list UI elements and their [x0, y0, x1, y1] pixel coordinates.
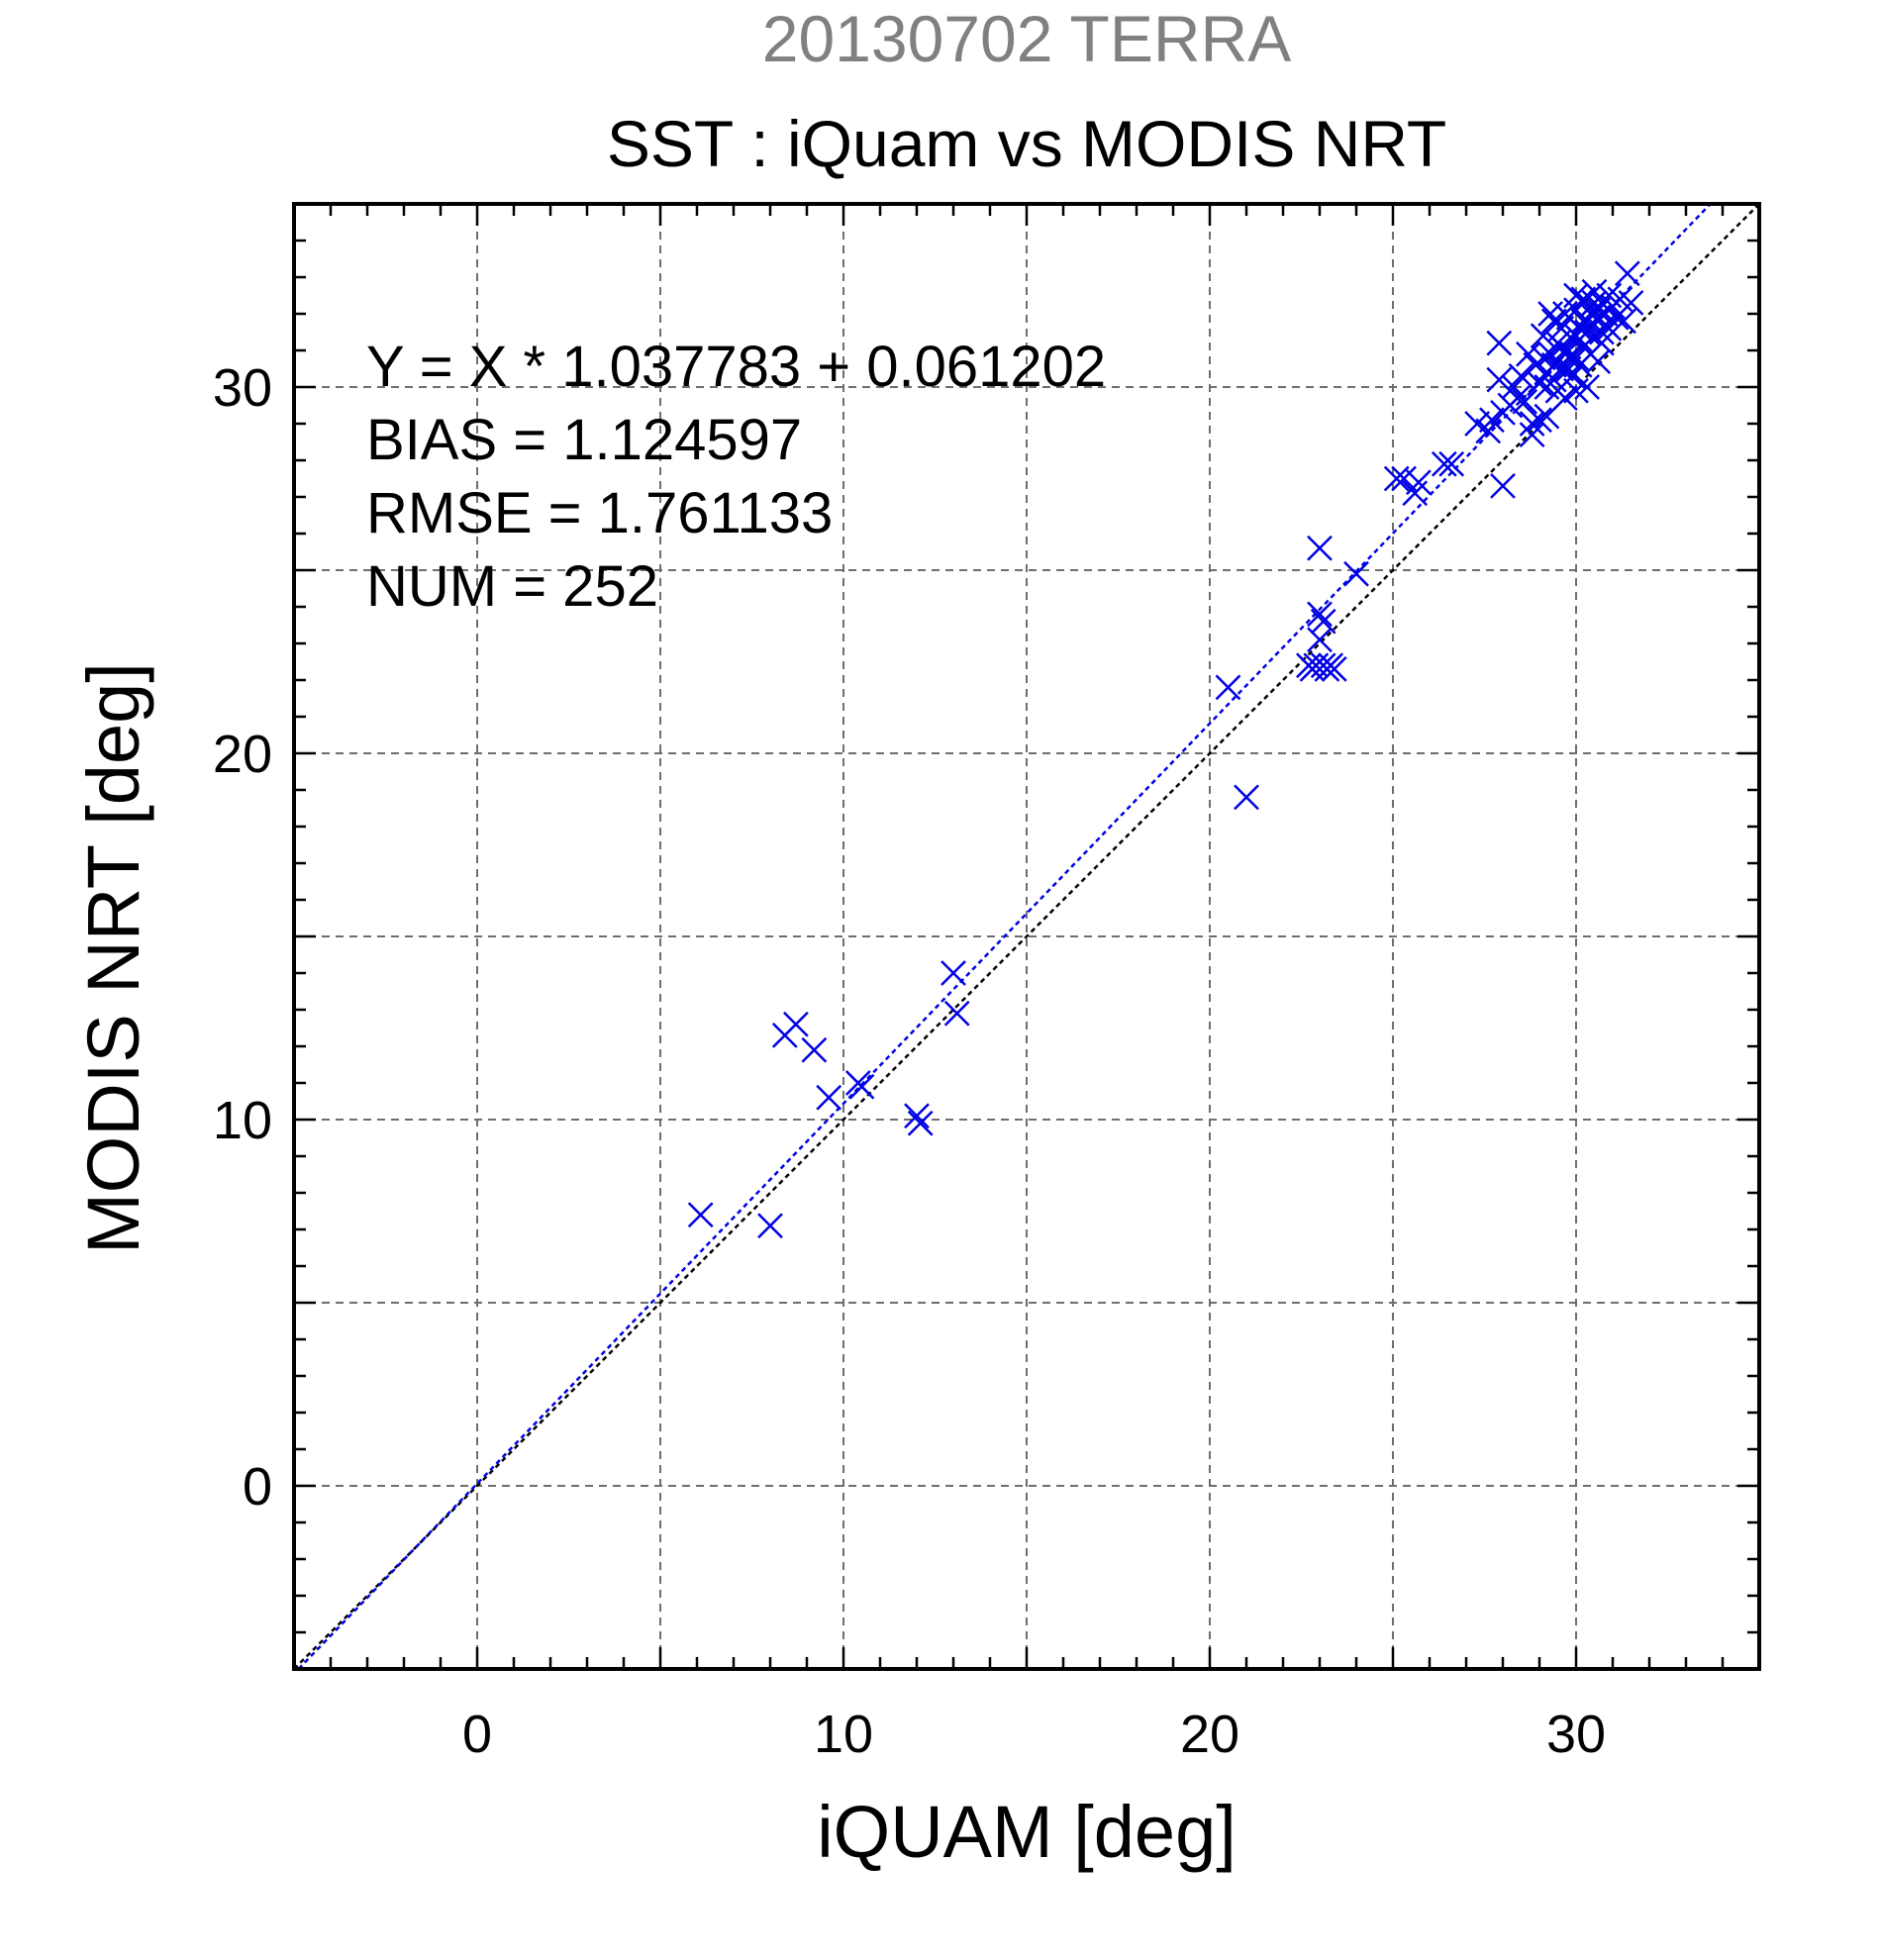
- stats-line-bias: BIAS = 1.124597: [366, 408, 802, 472]
- stats-line-fit: Y = X * 1.037783 + 0.061202: [366, 335, 1106, 399]
- data-point: [1307, 627, 1333, 653]
- data-point: [1585, 297, 1612, 324]
- data-point: [687, 1202, 714, 1228]
- stats-line-rmse: RMSE = 1.761133: [366, 481, 833, 545]
- stats-line-num: NUM = 252: [366, 554, 658, 619]
- data-point: [1592, 312, 1619, 338]
- y-tick-label: 10: [213, 1091, 272, 1150]
- data-point: [1508, 363, 1534, 389]
- x-tick-label: 10: [814, 1705, 873, 1764]
- data-point: [1552, 385, 1578, 411]
- x-tick-label: 0: [462, 1705, 492, 1764]
- data-point: [1406, 469, 1432, 496]
- data-point: [1321, 656, 1347, 682]
- data-point: [848, 1073, 875, 1100]
- data-point: [1310, 608, 1336, 635]
- data-point: [1589, 319, 1615, 345]
- x-tick-label: 30: [1546, 1705, 1606, 1764]
- data-point: [1563, 323, 1589, 349]
- data-point: [1519, 411, 1545, 437]
- y-axis-label: MODIS NRT [deg]: [72, 662, 154, 1254]
- data-point: [1544, 348, 1571, 374]
- data-point: [1383, 465, 1410, 492]
- x-tick-label: 20: [1180, 1705, 1239, 1764]
- data-point: [1215, 674, 1241, 701]
- data-point: [1519, 422, 1545, 447]
- data-point: [1618, 290, 1644, 316]
- data-point: [1490, 473, 1516, 499]
- data-point: [1464, 411, 1490, 437]
- y-tick-label: 20: [213, 725, 272, 784]
- tick-labels: 0 10 20 30 0 10 20 30: [213, 358, 1606, 1764]
- data-point: [904, 1103, 930, 1129]
- data-point: [943, 1000, 970, 1027]
- data-point: [1527, 370, 1552, 397]
- data-point: [940, 960, 966, 986]
- data-point: [1614, 260, 1640, 287]
- data-point: [1391, 465, 1417, 492]
- data-point: [1479, 407, 1505, 434]
- reference-line-group: [293, 203, 1760, 1670]
- y-tick-label: 0: [243, 1457, 272, 1517]
- data-point: [1537, 301, 1563, 327]
- data-point: [1581, 290, 1608, 316]
- reference-line: [293, 203, 1760, 1670]
- x-axis-label: iQUAM [deg]: [817, 1791, 1237, 1873]
- data-points: [687, 260, 1644, 1239]
- data-point: [1438, 450, 1465, 477]
- data-point: [1527, 407, 1552, 434]
- data-point: [1504, 385, 1531, 411]
- data-point: [1585, 348, 1612, 374]
- fit-line-group: [297, 203, 1712, 1670]
- y-tick-label: 30: [213, 358, 272, 418]
- data-point: [1548, 334, 1575, 360]
- chart-suptitle: 20130702 TERRA: [762, 2, 1291, 75]
- chart-title: SST : iQuam vs MODIS NRT: [607, 107, 1446, 180]
- data-point: [1530, 323, 1556, 349]
- data-point: [1552, 301, 1578, 327]
- data-point: [1307, 535, 1333, 561]
- data-point: [1307, 601, 1333, 628]
- data-point: [1343, 560, 1369, 587]
- data-point: [801, 1036, 828, 1063]
- tick-marks: [294, 204, 1759, 1669]
- data-point: [1512, 388, 1538, 415]
- data-point: [816, 1084, 842, 1111]
- plot-frame: [292, 202, 1761, 1671]
- data-point: [757, 1213, 783, 1239]
- data-point: [1555, 355, 1582, 382]
- data-point: [783, 1011, 809, 1037]
- data-point: [907, 1110, 934, 1136]
- data-point: [1534, 374, 1560, 400]
- data-point: [1486, 330, 1513, 356]
- data-point: [1234, 784, 1259, 811]
- data-point: [1563, 282, 1589, 309]
- fit-line: [297, 203, 1712, 1670]
- data-point: [1431, 450, 1457, 477]
- data-point: [1540, 308, 1567, 335]
